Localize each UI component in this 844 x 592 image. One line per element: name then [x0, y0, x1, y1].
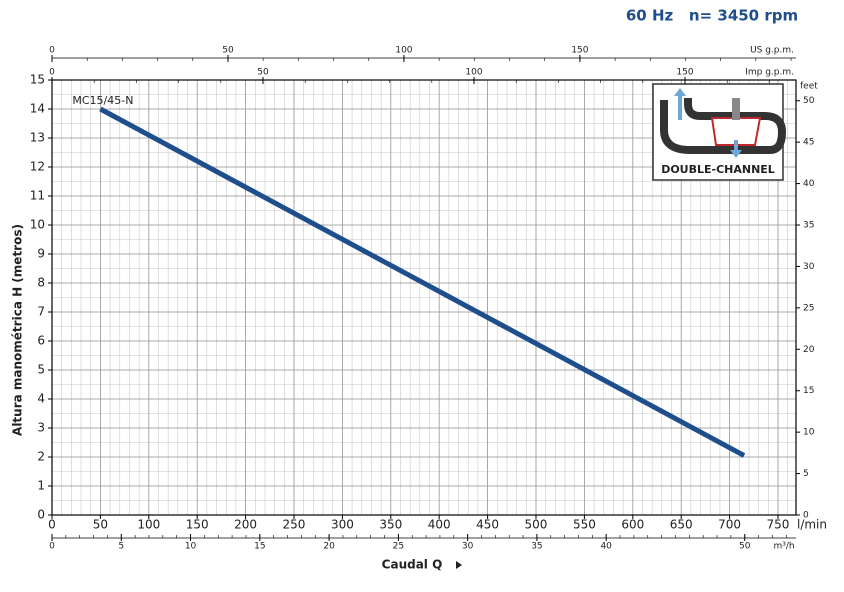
y2-tick-label: 15 [803, 386, 814, 396]
y2-tick-label: 30 [803, 262, 815, 272]
y-tick-label: 8 [37, 276, 45, 290]
bottom-tick-label: 40 [600, 542, 612, 552]
top-tick-label: 150 [571, 46, 588, 56]
top-axis-label: US g.p.m. [750, 46, 794, 56]
y-tick-label: 10 [30, 218, 45, 232]
y2-tick-label: 0 [803, 511, 809, 521]
y2-tick-label: 25 [803, 303, 814, 313]
y-tick-label: 7 [37, 305, 45, 319]
x-tick-label: 600 [621, 518, 644, 532]
x-tick-label: 0 [48, 518, 56, 532]
top-axis-label: Imp g.p.m. [745, 68, 794, 78]
impeller [710, 117, 762, 146]
y-tick-label: 0 [37, 508, 45, 522]
y-tick-label: 9 [37, 247, 45, 261]
x-unit: l/min [797, 518, 827, 532]
y-tick-label: 3 [37, 421, 45, 435]
y2-tick-label: 35 [803, 221, 814, 231]
x-tick-label: 50 [93, 518, 108, 532]
top-tick-label: 50 [222, 46, 234, 56]
y-tick-label: 13 [30, 131, 45, 145]
y-tick-label: 4 [37, 392, 45, 406]
inset: DOUBLE-CHANNEL [652, 83, 787, 181]
chart-title: 60 Hz n= 3450 rpm [626, 7, 798, 25]
x-axis-label: Caudal Q [382, 558, 443, 572]
y2-tick-label: 45 [803, 138, 814, 148]
arrow [456, 561, 462, 569]
x-tick-label: 450 [476, 518, 499, 532]
top-tick-label: 0 [49, 46, 55, 56]
bottom-tick-label: 30 [462, 542, 474, 552]
y2-label: feet [800, 82, 818, 92]
y-tick-label: 15 [30, 73, 45, 87]
bottom-tick-label: 0 [49, 542, 55, 552]
volute [660, 98, 787, 154]
top-tick-label: 100 [395, 46, 412, 56]
bottom-tick-label: 50 [739, 542, 751, 552]
bottom-tick-label: 25 [393, 542, 404, 552]
bottom-tick-label: 20 [323, 542, 335, 552]
bottom-tick-label: 5 [118, 542, 124, 552]
top-tick-label: 150 [676, 68, 693, 78]
bottom-tick-label: 15 [254, 542, 265, 552]
y-tick-label: 6 [37, 334, 45, 348]
x-tick-label: 550 [573, 518, 596, 532]
y-tick-label: 12 [30, 160, 45, 174]
top-tick-label: 0 [49, 68, 55, 78]
inset-label: DOUBLE-CHANNEL [661, 163, 775, 176]
y2-tick-label: 20 [803, 345, 815, 355]
y-tick-label: 5 [37, 363, 45, 377]
bottom-tick-label: 10 [185, 542, 197, 552]
shaft [732, 98, 740, 120]
y2-tick-label: 5 [803, 469, 809, 479]
series-label: MC15/45-N [72, 94, 133, 107]
y-axis-label: Altura manométrica H (metros) [11, 224, 25, 436]
bottom-tick-label: 35 [531, 542, 542, 552]
x-tick-label: 250 [283, 518, 306, 532]
y2-tick-label: 10 [803, 428, 815, 438]
y2-tick-label: 50 [803, 96, 815, 106]
y-tick-label: 14 [30, 102, 45, 116]
x-tick-label: 100 [137, 518, 160, 532]
x-tick-label: 650 [670, 518, 693, 532]
curve [99, 106, 746, 458]
top-tick-label: 50 [257, 68, 269, 78]
x-tick-label: 300 [331, 518, 354, 532]
top-tick-label: 100 [465, 68, 482, 78]
x-tick-label: 400 [428, 518, 451, 532]
x-tick-label: 500 [525, 518, 548, 532]
x-tick-label: 700 [718, 518, 741, 532]
x-tick-label: 750 [767, 518, 790, 532]
y-tick-label: 2 [37, 450, 45, 464]
y-tick-label: 1 [37, 479, 45, 493]
x-tick-label: 200 [234, 518, 257, 532]
y-tick-label: 11 [30, 189, 45, 203]
y2-tick-label: 40 [803, 179, 815, 189]
x-tick-label: 350 [379, 518, 402, 532]
bottom-axis-label: m³/h [773, 542, 794, 552]
x-tick-label: 150 [186, 518, 209, 532]
flow-arrows [674, 88, 742, 158]
